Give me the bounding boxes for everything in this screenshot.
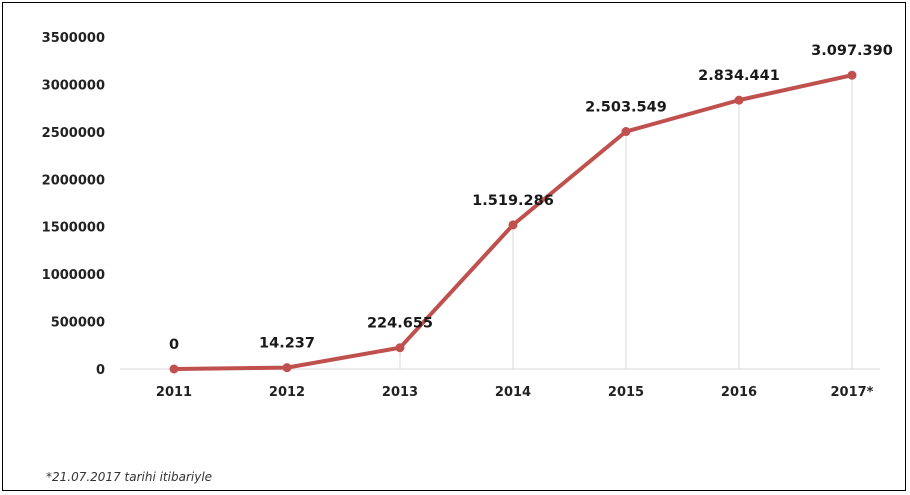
y-tick-label: 0 [96, 363, 105, 378]
y-tick-label: 3500000 [42, 31, 105, 46]
data-label: 0 [169, 337, 179, 353]
x-tick-label: 2012 [269, 385, 305, 400]
data-label: 3.097.390 [811, 43, 893, 59]
x-tick-label: 2016 [721, 385, 757, 400]
data-label: 2.834.441 [698, 68, 780, 84]
y-tick-label: 2000000 [42, 173, 105, 188]
data-label: 2.503.549 [585, 100, 667, 116]
data-point [282, 363, 292, 373]
x-tick-label: 2017* [831, 385, 874, 400]
data-label: 224.655 [367, 316, 433, 332]
data-point [169, 364, 179, 374]
data-point [734, 95, 744, 105]
x-axis-ticks: 2011 2012 2013 2014 2015 2016 2017* [156, 385, 874, 400]
data-label: 1.519.286 [472, 193, 554, 209]
y-tick-label: 1000000 [42, 268, 105, 283]
y-tick-label: 1500000 [42, 221, 105, 236]
data-label: 14.237 [259, 336, 315, 352]
y-axis-ticks: 0 500000 1000000 1500000 2000000 2500000 30000… [42, 31, 105, 378]
data-point [395, 343, 405, 353]
data-point [847, 70, 857, 80]
y-tick-label: 500000 [51, 316, 105, 331]
footnote: *21.07.2017 tarihi itibariyle [46, 470, 213, 484]
gridlines [120, 75, 880, 370]
data-labels: 0 14.237 224.655 1.519.286 2.503.549 2.834.44… [169, 43, 893, 353]
y-tick-label: 2500000 [42, 126, 105, 141]
x-tick-label: 2014 [495, 385, 531, 400]
data-points [169, 70, 857, 374]
x-tick-label: 2015 [608, 385, 644, 400]
y-tick-label: 3000000 [42, 78, 105, 93]
x-tick-label: 2013 [382, 385, 418, 400]
data-point [621, 127, 631, 137]
x-tick-label: 2011 [156, 385, 192, 400]
data-point [508, 220, 518, 230]
